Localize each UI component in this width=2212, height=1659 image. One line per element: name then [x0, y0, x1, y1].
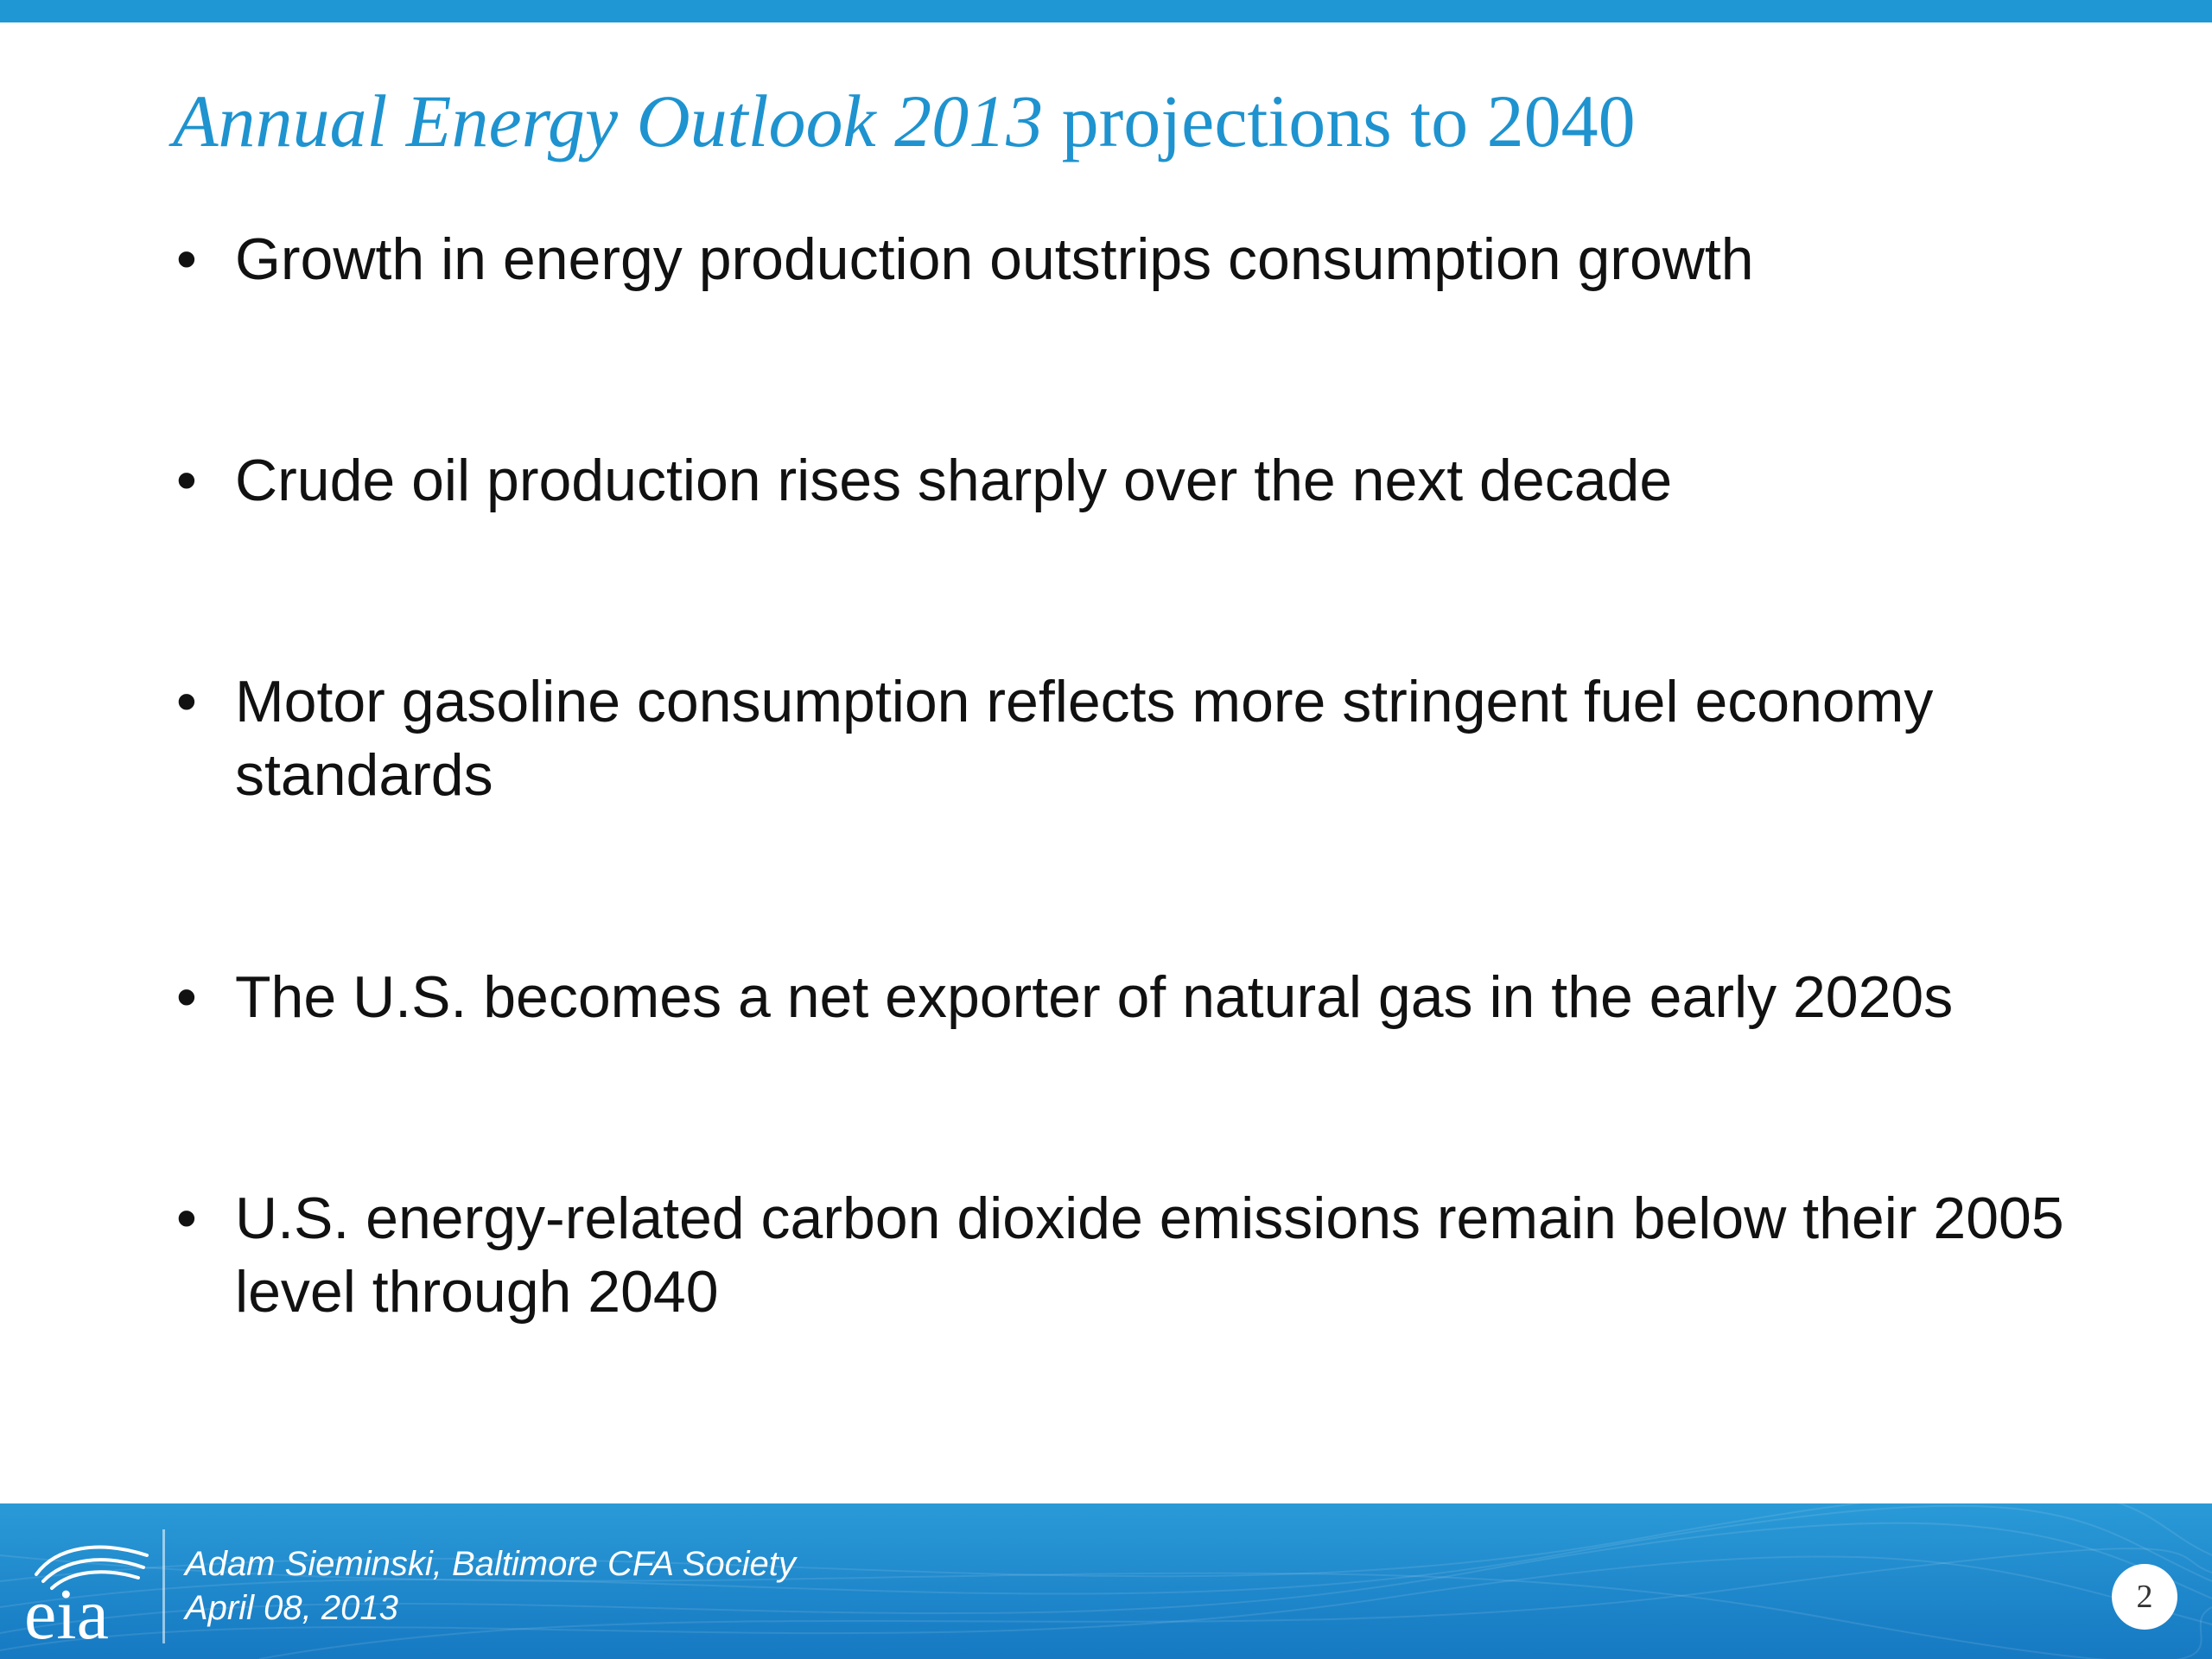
bullet-item: • U.S. energy-related carbon dioxide emi… [176, 1182, 2077, 1329]
page-number-badge: 2 [2112, 1564, 2177, 1630]
bullet-item: • Motor gasoline consumption reflects mo… [176, 665, 2077, 812]
slide-title-italic: Annual Energy Outlook 2013 [173, 79, 1044, 162]
bullet-marker: • [176, 226, 197, 292]
eia-logo: eia [24, 1545, 149, 1650]
bullet-text: The U.S. becomes a net exporter of natur… [235, 964, 1954, 1030]
bullet-marker: • [176, 448, 197, 513]
presentation-date: April 08, 2013 [185, 1589, 398, 1627]
bullet-text: Crude oil production rises sharply over … [235, 448, 1673, 513]
bullet-list: • Growth in energy production outstrips … [176, 223, 2077, 1329]
top-accent-bar [0, 0, 2212, 22]
bullet-marker: • [176, 1185, 197, 1251]
eia-logo-text: eia [24, 1574, 109, 1650]
bullet-text: Growth in energy production outstrips co… [235, 226, 1754, 292]
slide-footer: eia Adam Sieminski, Baltimore CFA Societ… [0, 1503, 2212, 1659]
bullet-text: Motor gasoline consumption reflects more… [235, 669, 1934, 808]
bullet-marker: • [176, 964, 197, 1030]
footer-divider [162, 1529, 165, 1643]
slide-title: Annual Energy Outlook 2013 projections t… [173, 76, 2074, 167]
bullet-item: • Crude oil production rises sharply ove… [176, 444, 2077, 518]
footer-wave-pattern [0, 1503, 2212, 1659]
slide-title-rest: projections to 2040 [1043, 79, 1636, 162]
bullet-marker: • [176, 669, 197, 734]
bullet-item: • The U.S. becomes a net exporter of nat… [176, 961, 2077, 1034]
bullet-text: U.S. energy-related carbon dioxide emiss… [235, 1185, 2064, 1325]
presenter-name: Adam Sieminski, Baltimore CFA Society [185, 1545, 796, 1583]
bullet-item: • Growth in energy production outstrips … [176, 223, 2077, 296]
